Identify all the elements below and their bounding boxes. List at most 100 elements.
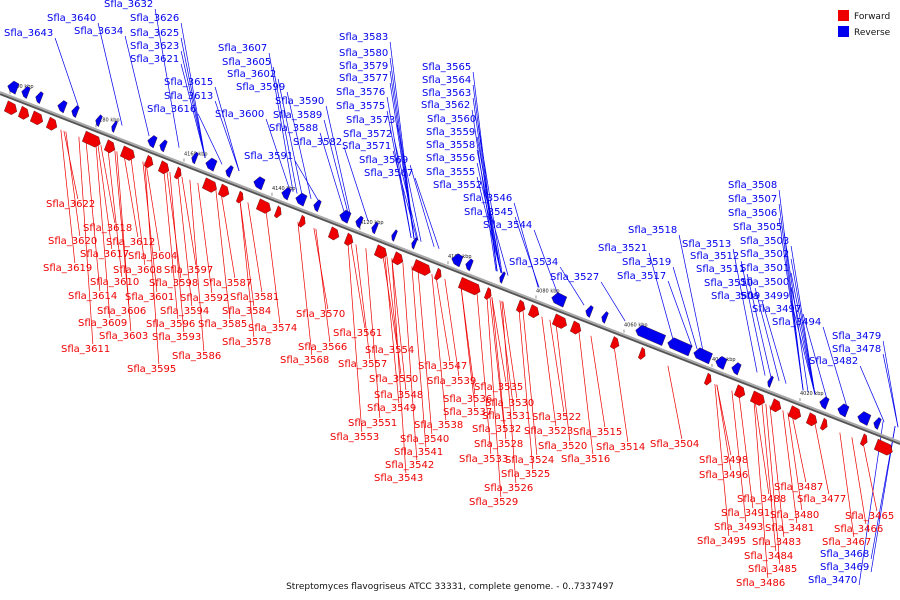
forward-gene-arrow <box>788 405 802 420</box>
forward-gene-arrow <box>344 232 354 246</box>
leader-line <box>144 162 160 365</box>
leader-line <box>181 176 197 266</box>
forward-gene-arrow <box>412 259 431 276</box>
forward-gene-label: Sfla_3539 <box>427 376 476 387</box>
leader-line <box>802 313 828 400</box>
reverse-gene-label: Sfla_3634 <box>74 26 123 37</box>
reverse-gene-label: Sfla_3560 <box>427 114 476 125</box>
leader-line <box>862 441 878 512</box>
forward-gene-label: Sfla_3526 <box>484 483 533 494</box>
leader-line <box>409 164 435 247</box>
legend-reverse-swatch <box>838 26 849 37</box>
forward-gene-label: Sfla_3533 <box>459 454 508 465</box>
reverse-gene-arrow <box>7 80 20 95</box>
forward-gene-label: Sfla_3574 <box>248 323 297 334</box>
forward-gene-label: Sfla_3617 <box>80 249 129 260</box>
leader-line <box>590 335 606 428</box>
forward-gene-label: Sfla_3612 <box>106 237 155 248</box>
reverse-gene-label: Sfla_3546 <box>463 193 512 204</box>
forward-gene-label: Sfla_3540 <box>400 434 449 445</box>
forward-gene-label: Sfla_3598 <box>149 278 198 289</box>
leader-line <box>325 105 351 215</box>
leader-line <box>518 307 534 470</box>
axis-tick-label: 4080 kbp <box>536 288 560 294</box>
reverse-gene-label: Sfla_3494 <box>772 317 821 328</box>
forward-gene-label: Sfla_3587 <box>203 278 252 289</box>
reverse-gene-arrow <box>819 396 830 410</box>
forward-gene-arrow <box>158 160 170 175</box>
reverse-gene-arrow <box>205 157 218 172</box>
forward-gene-label: Sfla_3538 <box>414 420 463 431</box>
leader-line <box>272 66 298 194</box>
forward-gene-arrow <box>570 320 582 335</box>
leader-line <box>384 255 400 404</box>
forward-gene-label: Sfla_3524 <box>505 455 554 466</box>
forward-gene-label: Sfla_3593 <box>152 332 201 343</box>
leader-line <box>247 202 263 293</box>
forward-gene-arrow <box>458 277 481 296</box>
leader-line <box>180 37 206 158</box>
leader-line <box>839 432 855 538</box>
label-leader-lines <box>54 8 899 586</box>
leader-line <box>214 100 240 172</box>
leader-line <box>790 258 816 396</box>
reverse-gene-label: Sfla_3616 <box>147 104 196 115</box>
leader-line <box>239 199 255 307</box>
leader-line <box>859 365 885 422</box>
reverse-gene-arrow <box>371 221 379 235</box>
forward-gene-label: Sfla_3586 <box>172 351 221 362</box>
leader-line <box>265 209 281 324</box>
reverse-gene-label: Sfla_3580 <box>339 48 388 59</box>
forward-gene-label: Sfla_3550 <box>369 374 418 385</box>
forward-gene-label: Sfla_3542 <box>385 460 434 471</box>
forward-gene-label: Sfla_3477 <box>797 494 846 505</box>
leader-line <box>483 189 509 276</box>
gene-labels: Sfla_3643 Sfla_3640 Sfla_3632 Sfla_3634 Sfla… <box>4 0 894 589</box>
reverse-gene-label: Sfla_3545 <box>464 207 513 218</box>
forward-gene-label: Sfla_3561 <box>333 328 382 339</box>
forward-gene-arrow <box>46 116 58 131</box>
reverse-gene-label: Sfla_3621 <box>130 54 179 65</box>
reverse-gene-arrow <box>551 292 568 308</box>
reverse-gene-arrow <box>411 237 418 250</box>
reverse-gene-label: Sfla_3552 <box>433 180 482 191</box>
reverse-gene-label: Sfla_3505 <box>733 222 782 233</box>
leader-line <box>277 78 303 196</box>
forward-gene-arrow <box>328 226 340 241</box>
reverse-gene-label: Sfla_3613 <box>164 91 213 102</box>
leader-line <box>130 156 146 266</box>
axis-tick-label: 4200 kbp <box>10 84 34 90</box>
gene-features <box>4 80 893 456</box>
reverse-gene-label: Sfla_3567 <box>364 168 413 179</box>
leader-line <box>476 176 502 273</box>
leader-line <box>476 149 502 273</box>
leader-line <box>555 322 571 442</box>
leader-line <box>541 316 557 427</box>
reverse-gene-label: Sfla_3583 <box>339 32 388 43</box>
forward-gene-label: Sfla_3622 <box>46 199 95 210</box>
forward-gene-label: Sfla_3487 <box>774 482 823 493</box>
forward-gene-arrow <box>704 372 712 386</box>
leader-line <box>163 169 179 320</box>
forward-gene-label: Sfla_3491 <box>721 508 770 519</box>
leader-line <box>294 160 320 203</box>
forward-gene-label: Sfla_3496 <box>699 470 748 481</box>
leader-line <box>648 252 674 340</box>
reverse-gene-arrow <box>731 362 742 376</box>
forward-gene-label: Sfla_3609 <box>78 318 127 329</box>
forward-gene-arrow <box>820 417 828 431</box>
forward-gene-label: Sfla_3584 <box>222 306 271 317</box>
reverse-gene-label: Sfla_3497 <box>752 304 801 315</box>
legend-forward-label: Forward <box>854 12 890 22</box>
forward-gene-label: Sfla_3557 <box>338 359 387 370</box>
leader-line <box>180 50 206 158</box>
forward-gene-label: Sfla_3610 <box>90 277 139 288</box>
leader-line <box>97 22 123 126</box>
leader-line <box>476 162 502 273</box>
forward-gene-arrow <box>484 287 492 300</box>
reverse-gene-label: Sfla_3602 <box>227 69 276 80</box>
forward-gene-label: Sfla_3594 <box>160 306 209 317</box>
reverse-gene-label: Sfla_3482 <box>809 356 858 367</box>
forward-gene-arrow <box>610 336 620 350</box>
reverse-gene-label: Sfla_3588 <box>269 123 318 134</box>
